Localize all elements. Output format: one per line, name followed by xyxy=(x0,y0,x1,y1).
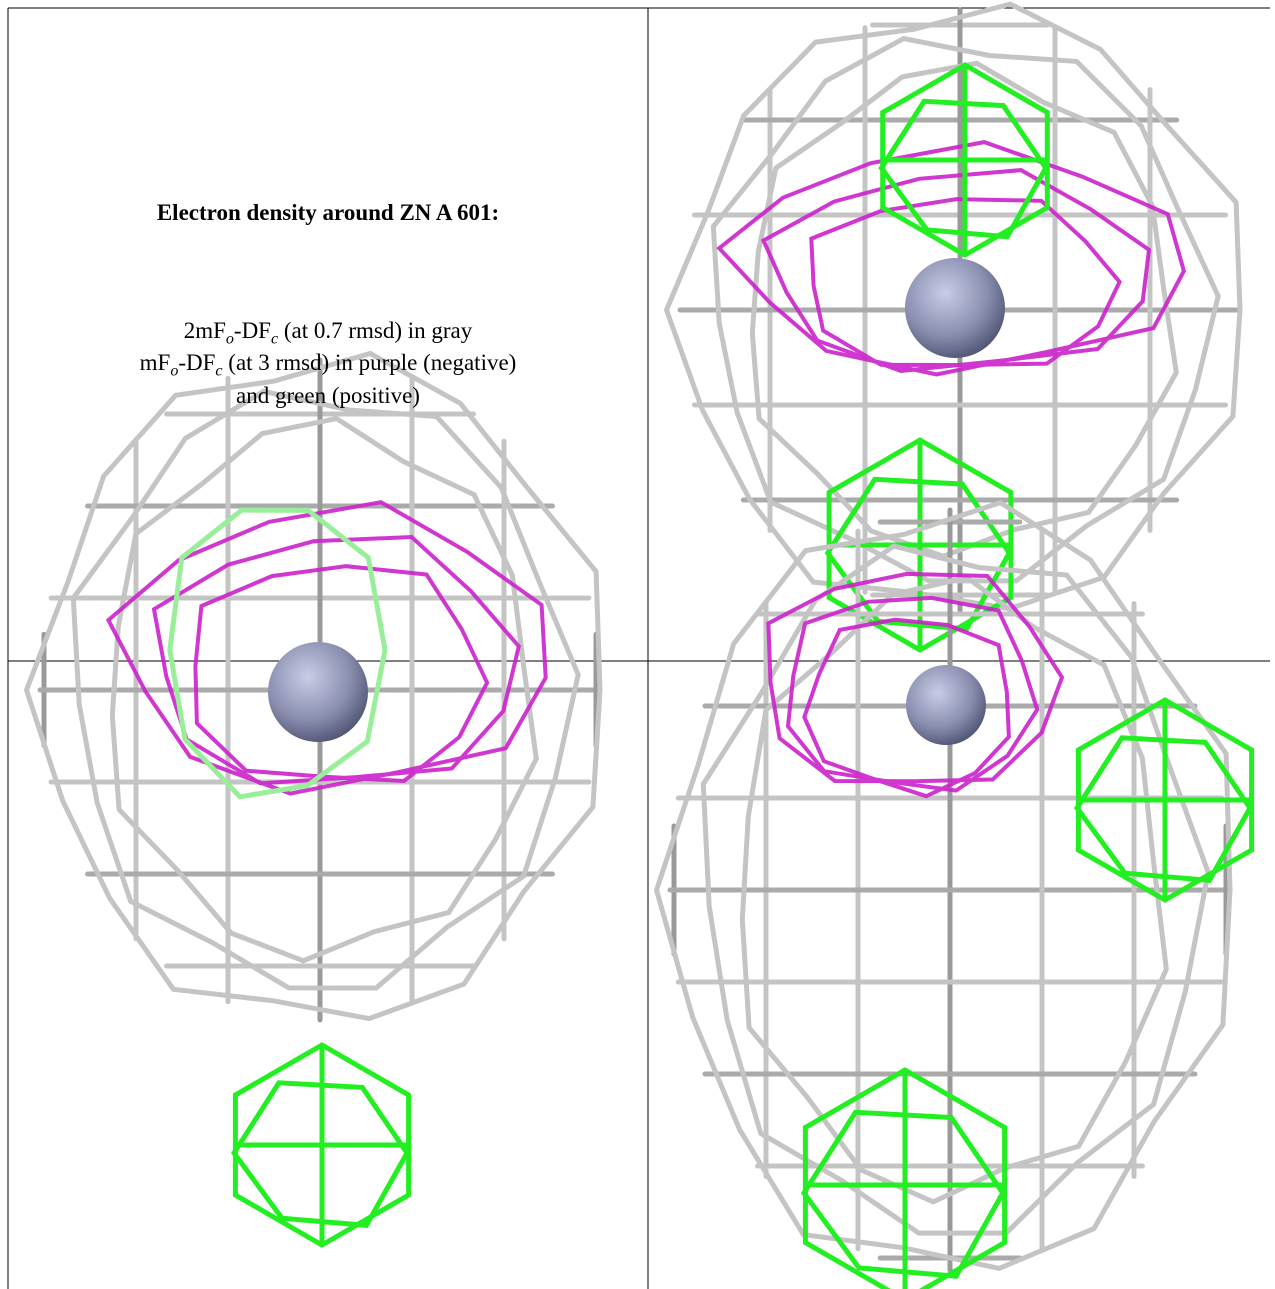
text: (at 3 rmsd) in purple (negative) xyxy=(222,350,517,375)
caption-title: Electron density around ZN A 601: xyxy=(156,200,500,225)
mesh-contour xyxy=(70,388,581,991)
mesh-contour xyxy=(23,350,603,1022)
green-contour xyxy=(800,1109,1006,1279)
purple-contour xyxy=(809,197,1122,368)
positive-density xyxy=(800,1067,1008,1289)
subscript: c xyxy=(215,362,223,380)
faint-green-contour xyxy=(167,507,388,800)
green-contour xyxy=(230,1080,410,1229)
mesh-contour xyxy=(653,499,1233,1272)
green-contour xyxy=(1073,735,1253,884)
subscript: o xyxy=(225,330,234,348)
purple-contour xyxy=(802,617,1011,799)
subscript: c xyxy=(270,330,279,348)
caption-line: 2mFo-DFc (at 0.7 rmsd) in gray xyxy=(8,318,648,349)
green-contour xyxy=(824,476,1013,632)
zinc-atom xyxy=(905,258,1005,358)
text: -DF xyxy=(178,350,216,375)
mesh-contour xyxy=(109,415,539,964)
purple-contour xyxy=(785,595,1040,793)
purple-contour xyxy=(766,571,1065,784)
caption-line: mFo-DFc (at 3 rmsd) in purple (negative) xyxy=(8,350,648,381)
zinc-atom xyxy=(268,642,368,742)
green-contour xyxy=(878,98,1049,240)
zinc-atom xyxy=(906,665,986,745)
mesh-contour xyxy=(710,35,1221,584)
caption-line: and green (positive) xyxy=(236,383,420,408)
mesh-contour xyxy=(739,574,1169,1205)
positive-density xyxy=(230,1042,412,1248)
positive-density xyxy=(824,437,1014,653)
text: mF xyxy=(139,350,171,375)
positive-density xyxy=(878,62,1050,258)
negative-density xyxy=(766,571,1065,799)
density-meshes xyxy=(23,1,1255,1289)
purple-contour xyxy=(716,140,1187,377)
subscript: o xyxy=(170,362,179,380)
text: -DF xyxy=(233,318,271,343)
purple-contour xyxy=(193,564,490,784)
negative-density xyxy=(716,140,1187,377)
negative-density xyxy=(105,500,548,796)
green-contour xyxy=(802,1067,1008,1289)
text: 2mF xyxy=(183,318,226,343)
text: (at 0.7 rmsd) in gray xyxy=(278,318,473,343)
panel-grid xyxy=(7,7,1270,1289)
purple-contour xyxy=(760,168,1152,374)
positive-density xyxy=(1073,697,1255,903)
